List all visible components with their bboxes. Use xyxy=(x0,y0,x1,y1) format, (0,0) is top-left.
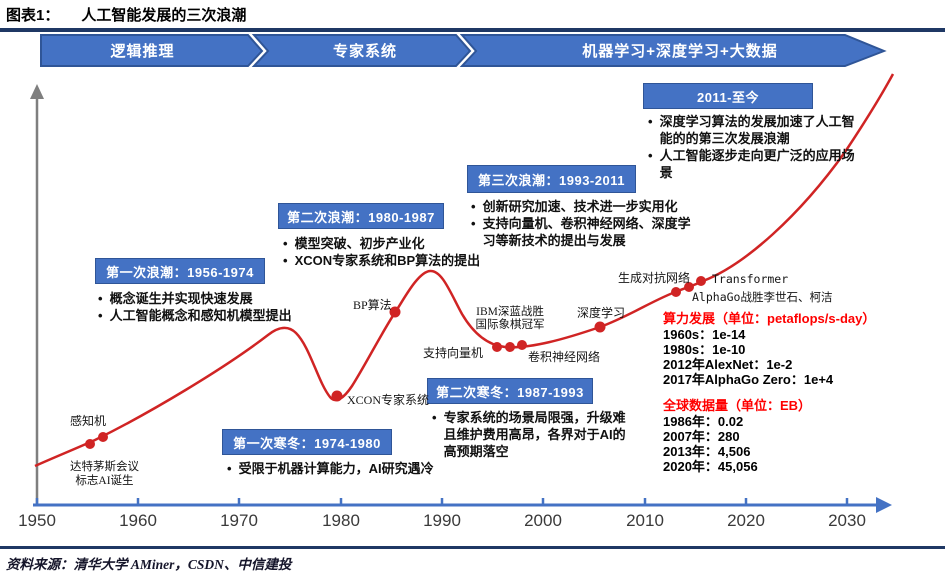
figure-number: 图表1： xyxy=(6,7,60,24)
bottom-divider xyxy=(0,546,945,549)
x-axis-ticks xyxy=(35,498,849,505)
winter2-bullet-1: 专家系统的场景局限强，升级难且维护费用高昂，各界对于AI的高预期落空 xyxy=(443,410,626,459)
box-wave2-title: 第二次浪潮：1980-1987 xyxy=(278,203,444,229)
compute-stat-line: 2017年AlphaGo Zero：1e+4 xyxy=(663,372,834,387)
source-citation: 资料来源：清华大学 AMiner，CSDN、中信建投 xyxy=(6,557,292,572)
stats-panel: 算力发展（单位：petaflops/s-day） 1960s：1e-14 198… xyxy=(663,311,875,485)
tick-label-2010: 2010 xyxy=(626,511,664,530)
box-wave1-bullets: 概念诞生并实现快速发展 人工智能概念和感知机模型提出 xyxy=(98,290,338,324)
data-volume-stat-line: 2013年：4,506 xyxy=(663,444,751,459)
winter1-bullet-1: 受限于机器计算能力，AI研究遇冷 xyxy=(238,461,434,476)
data-volume-stat-line: 2020年：45,056 xyxy=(663,459,758,474)
annotation-alphago: AlphaGo战胜李世石、柯洁 xyxy=(692,290,833,304)
box-wave3-title: 第三次浪潮：1993-2011 xyxy=(467,165,636,193)
box-wave1-title: 第一次浪潮：1956-1974 xyxy=(95,258,265,284)
wave2-bullet-2: XCON专家系统和BP算法的提出 xyxy=(294,253,481,268)
tick-label-2020: 2020 xyxy=(727,511,765,530)
annotation-dartmouth: 达特茅斯会议 标志AI诞生 xyxy=(70,461,139,487)
box-wave3-bullets: 创新研究加速、技术进一步实用化 支持向量机、卷积神经网络、深度学习等新技术的提出… xyxy=(471,198,699,249)
compute-stat-line: 1960s：1e-14 xyxy=(663,327,746,342)
box-current-title: 2011-至今 xyxy=(643,83,813,109)
box-winter2-title: 第二次寒冬：1987-1993 xyxy=(427,378,593,404)
annotation-gan: 生成对抗网络 xyxy=(618,271,691,285)
ai-development-curve xyxy=(34,73,895,468)
tick-label-1980: 1980 xyxy=(322,511,360,530)
compute-stats-title: 算力发展（单位：petaflops/s-day） xyxy=(663,311,876,326)
figure-title-text: 人工智能发展的三次浪潮 xyxy=(81,7,247,24)
wave3-bullet-1: 创新研究加速、技术进一步实用化 xyxy=(482,199,678,214)
data-volume-stats-title: 全球数据量（单位：EB） xyxy=(663,398,812,413)
era-segment-2-shape xyxy=(251,34,472,67)
annotation-bp-algorithm: BP算法 xyxy=(353,298,392,312)
annotation-deep-blue: IBM深蓝战胜 国际象棋冠军 xyxy=(475,306,545,331)
wave1-bullet-2: 人工智能概念和感知机模型提出 xyxy=(109,308,292,323)
era-segment-3-shape xyxy=(459,34,887,67)
current-bullet-2: 人工智能逐步走向更广泛的应用场景 xyxy=(659,148,855,180)
data-volume-stat-line: 2007年：280 xyxy=(663,429,740,444)
box-winter2-bullets: 专家系统的场景局限强，升级难且维护费用高昂，各界对于AI的高预期落空 xyxy=(432,409,627,460)
data-volume-stats: 全球数据量（单位：EB） 1986年：0.02 2007年：280 2013年：… xyxy=(663,398,875,474)
box-wave2-bullets: 模型突破、初步产业化 XCON专家系统和BP算法的提出 xyxy=(283,235,513,269)
annotation-deep-learning: 深度学习 xyxy=(577,306,626,320)
box-winter1-bullets: 受限于机器计算能力，AI研究遇冷 xyxy=(227,460,462,477)
box-winter1-title: 第一次寒冬：1974-1980 xyxy=(222,429,392,455)
annotation-xcon: XCON专家系统 xyxy=(347,393,430,407)
milestone-dots xyxy=(85,276,706,449)
box-current-bullets: 深度学习算法的发展加速了人工智能的的第三次发展浪潮 人工智能逐步走向更广泛的应用… xyxy=(648,113,858,181)
tick-label-2030: 2030 xyxy=(828,511,866,530)
tick-label-1990: 1990 xyxy=(423,511,461,530)
wave2-bullet-1: 模型突破、初步产业化 xyxy=(294,236,425,251)
x-axis-arrow-icon xyxy=(876,497,892,513)
tick-label-1970: 1970 xyxy=(220,511,258,530)
figure-title: 图表1： 人工智能发展的三次浪潮 xyxy=(6,4,246,25)
annotation-perceptron: 感知机 xyxy=(70,414,107,428)
wave1-bullet-1: 概念诞生并实现快速发展 xyxy=(109,291,253,306)
era-label-machine-learning: 机器学习+深度学习+大数据 xyxy=(582,42,778,60)
current-bullet-1: 深度学习算法的发展加速了人工智能的的第三次发展浪潮 xyxy=(659,114,855,146)
compute-stat-line: 1980s：1e-10 xyxy=(663,342,746,357)
data-volume-stat-line: 1986年：0.02 xyxy=(663,414,744,429)
tick-label-2000: 2000 xyxy=(524,511,562,530)
wave3-bullet-2: 支持向量机、卷积神经网络、深度学习等新技术的提出与发展 xyxy=(482,216,691,248)
annotation-cnn: 卷积神经网络 xyxy=(528,350,601,364)
compute-stat-line: 2012年AlexNet：1e-2 xyxy=(663,357,793,372)
tick-label-1960: 1960 xyxy=(119,511,157,530)
annotation-transformer: Transformer xyxy=(712,272,789,286)
compute-stats: 算力发展（单位：petaflops/s-day） 1960s：1e-14 198… xyxy=(663,311,875,387)
top-divider xyxy=(0,28,945,32)
tick-label-1950: 1950 xyxy=(18,511,56,530)
y-axis-arrow-icon xyxy=(30,84,44,99)
era-label-logic: 逻辑推理 xyxy=(110,42,175,60)
era-banner-graphic xyxy=(40,34,887,67)
era-label-expert-systems: 专家系统 xyxy=(332,42,397,60)
era-segment-1-shape xyxy=(40,34,264,67)
annotation-svm: 支持向量机 xyxy=(423,346,484,360)
